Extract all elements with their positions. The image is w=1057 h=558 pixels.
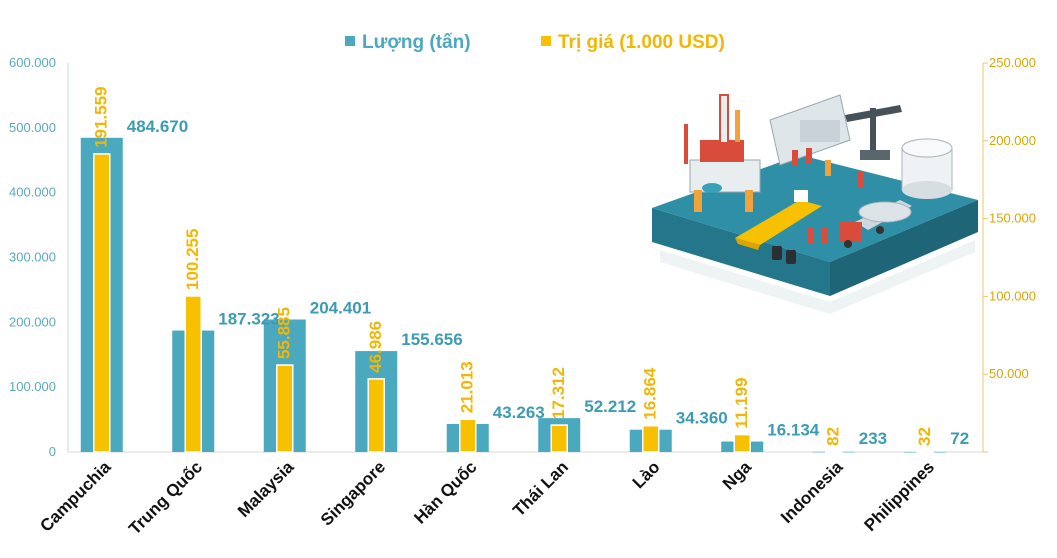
right-axis-ticks: 50.000 100.000 150.000 200.000 250.000	[983, 55, 1036, 453]
legend: Lượng (tấn) Trị giá (1.000 USD)	[345, 32, 725, 53]
right-axis-tick-label: 50.000	[989, 366, 1029, 381]
data-label-value: 17.312	[549, 367, 568, 419]
data-label-value: 191.559	[92, 86, 111, 147]
bar-value	[642, 425, 660, 453]
left-axis-ticks: 0 100.000 200.000 300.000 400.000 500.000 600.…	[9, 55, 56, 459]
left-axis-tick-label: 100.000	[9, 379, 56, 394]
category-labels: Campuchia Trung Quốc Malaysia Singapore Hàn …	[36, 457, 938, 538]
data-label-value: 16.864	[641, 367, 660, 420]
left-axis-tick-label: 600.000	[9, 55, 56, 70]
bar-value	[733, 433, 751, 453]
data-label-quantity: 187.323	[218, 310, 279, 329]
data-label-quantity: 43.263	[493, 403, 545, 422]
right-axis-tick-label: 250.000	[989, 55, 1036, 70]
data-label-quantity: 233	[859, 429, 887, 448]
data-label-value: 32	[915, 427, 934, 446]
category-label: Malaysia	[234, 457, 298, 521]
data-label-value: 46.986	[366, 321, 385, 373]
category-label: Lào	[629, 457, 664, 492]
data-label-quantity: 72	[950, 429, 969, 448]
category-label: Thái Lan	[509, 457, 572, 520]
legend-label-quantity: Lượng (tấn)	[362, 32, 471, 53]
data-label-value: 82	[824, 427, 843, 446]
category-label: Nga	[719, 457, 756, 494]
category-label: Singapore	[317, 457, 389, 529]
left-axis-tick-label: 0	[49, 444, 56, 459]
left-axis-tick-label: 200.000	[9, 314, 56, 329]
bar-value	[184, 295, 202, 453]
right-axis-tick-label: 200.000	[989, 133, 1036, 148]
data-labels: 484.670 191.559 187.323 100.255 204.401 55.88…	[92, 86, 969, 448]
data-label-quantity: 204.401	[310, 298, 371, 317]
bar-value	[459, 418, 477, 453]
data-label-quantity: 155.656	[401, 330, 462, 349]
data-label-value: 21.013	[458, 361, 477, 413]
left-axis-tick-label: 300.000	[9, 250, 56, 265]
data-label-value: 55.885	[275, 307, 294, 359]
legend-swatch-value	[541, 36, 551, 46]
data-label-value: 100.255	[183, 229, 202, 290]
bar-value	[825, 451, 843, 454]
data-label-value: 11.199	[732, 378, 751, 429]
category-label: Trung Quốc	[125, 457, 206, 538]
bar-value	[916, 451, 934, 454]
oil-gas-industry-illustration	[652, 94, 978, 314]
legend-label-value: Trị giá (1.000 USD)	[558, 32, 725, 53]
bar-value	[550, 424, 568, 453]
bars	[80, 137, 947, 454]
right-axis-tick-label: 100.000	[989, 288, 1036, 303]
data-label-quantity: 52.212	[584, 397, 636, 416]
bar-value	[276, 364, 294, 453]
left-axis-tick-label: 500.000	[9, 120, 56, 135]
category-label: Philippines	[861, 457, 939, 535]
category-label: Campuchia	[36, 457, 115, 536]
bar-value	[367, 378, 385, 453]
data-label-quantity: 34.360	[676, 409, 728, 428]
data-label-quantity: 16.134	[767, 421, 820, 440]
legend-swatch-quantity	[345, 36, 355, 46]
left-axis-tick-label: 400.000	[9, 185, 56, 200]
category-label: Hàn Quốc	[410, 457, 480, 527]
category-label: Indonesia	[777, 457, 847, 527]
bar-value	[93, 153, 111, 453]
right-axis-tick-label: 150.000	[989, 211, 1036, 226]
data-label-quantity: 484.670	[127, 117, 188, 136]
